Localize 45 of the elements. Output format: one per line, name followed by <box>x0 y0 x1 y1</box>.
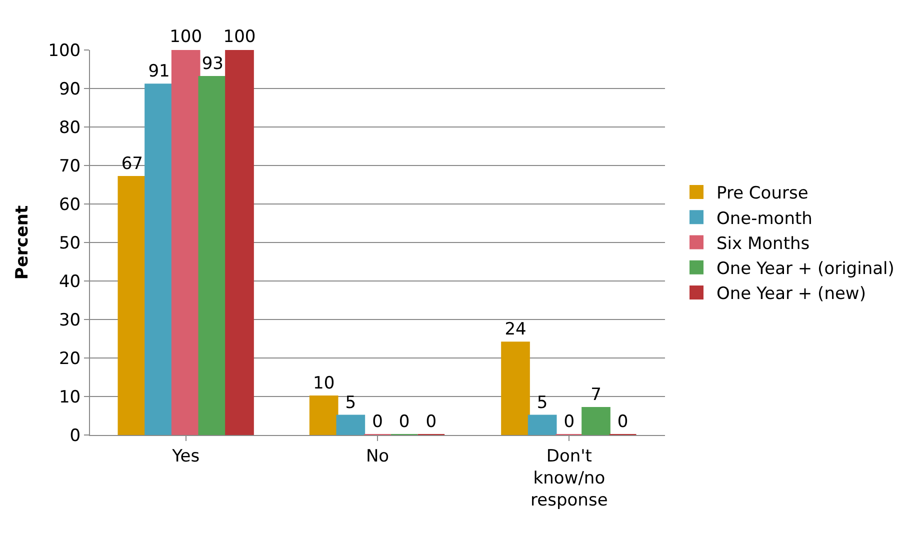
legend-label: One Year + (new) <box>716 284 866 304</box>
x-tick-label: Yes <box>171 446 200 466</box>
data-label: 0 <box>372 412 383 432</box>
bar <box>309 396 338 435</box>
y-tick-label: 40 <box>58 272 81 292</box>
data-label: 100 <box>170 27 202 47</box>
data-label: 5 <box>536 392 548 413</box>
y-tick-label: 100 <box>48 40 81 61</box>
bar <box>336 414 366 435</box>
y-tick-label: 90 <box>58 79 81 100</box>
data-label: 10 <box>313 374 335 394</box>
bar <box>144 84 174 435</box>
y-tick-label: 30 <box>58 310 81 330</box>
y-tick-label: 80 <box>58 118 81 138</box>
bar <box>582 407 610 435</box>
y-tick-label: 20 <box>58 348 81 369</box>
data-label: 5 <box>345 392 356 413</box>
bar <box>528 414 557 435</box>
y-tick-label: 50 <box>58 233 81 254</box>
data-label: 0 <box>564 412 575 432</box>
legend-label: Six Months <box>716 234 810 254</box>
bar <box>501 342 530 435</box>
y-tick-label: 10 <box>58 387 81 408</box>
y-axis-title: Percent <box>12 205 33 280</box>
data-label: 0 <box>426 412 437 432</box>
y-tick-label: 0 <box>70 426 81 446</box>
data-label: 7 <box>590 385 602 406</box>
y-tick-label: 70 <box>58 156 81 176</box>
data-label: 24 <box>504 320 526 340</box>
data-label: 91 <box>148 62 170 82</box>
bar <box>198 76 228 435</box>
bar <box>225 50 254 435</box>
data-label: 100 <box>223 27 256 47</box>
bar <box>171 50 200 435</box>
data-label: 93 <box>202 54 224 74</box>
data-label: 0 <box>617 412 628 432</box>
legend-label: One Year + (original) <box>716 258 894 279</box>
bar <box>118 176 147 435</box>
x-tick-label: Don't know/no response <box>530 446 608 511</box>
data-label: 67 <box>121 154 143 174</box>
data-label: 0 <box>398 412 410 432</box>
legend-label: One-month <box>716 208 812 229</box>
legend-label: Pre Course <box>716 184 808 204</box>
y-tick-label: 60 <box>58 194 81 215</box>
x-tick-label: No <box>366 446 390 466</box>
